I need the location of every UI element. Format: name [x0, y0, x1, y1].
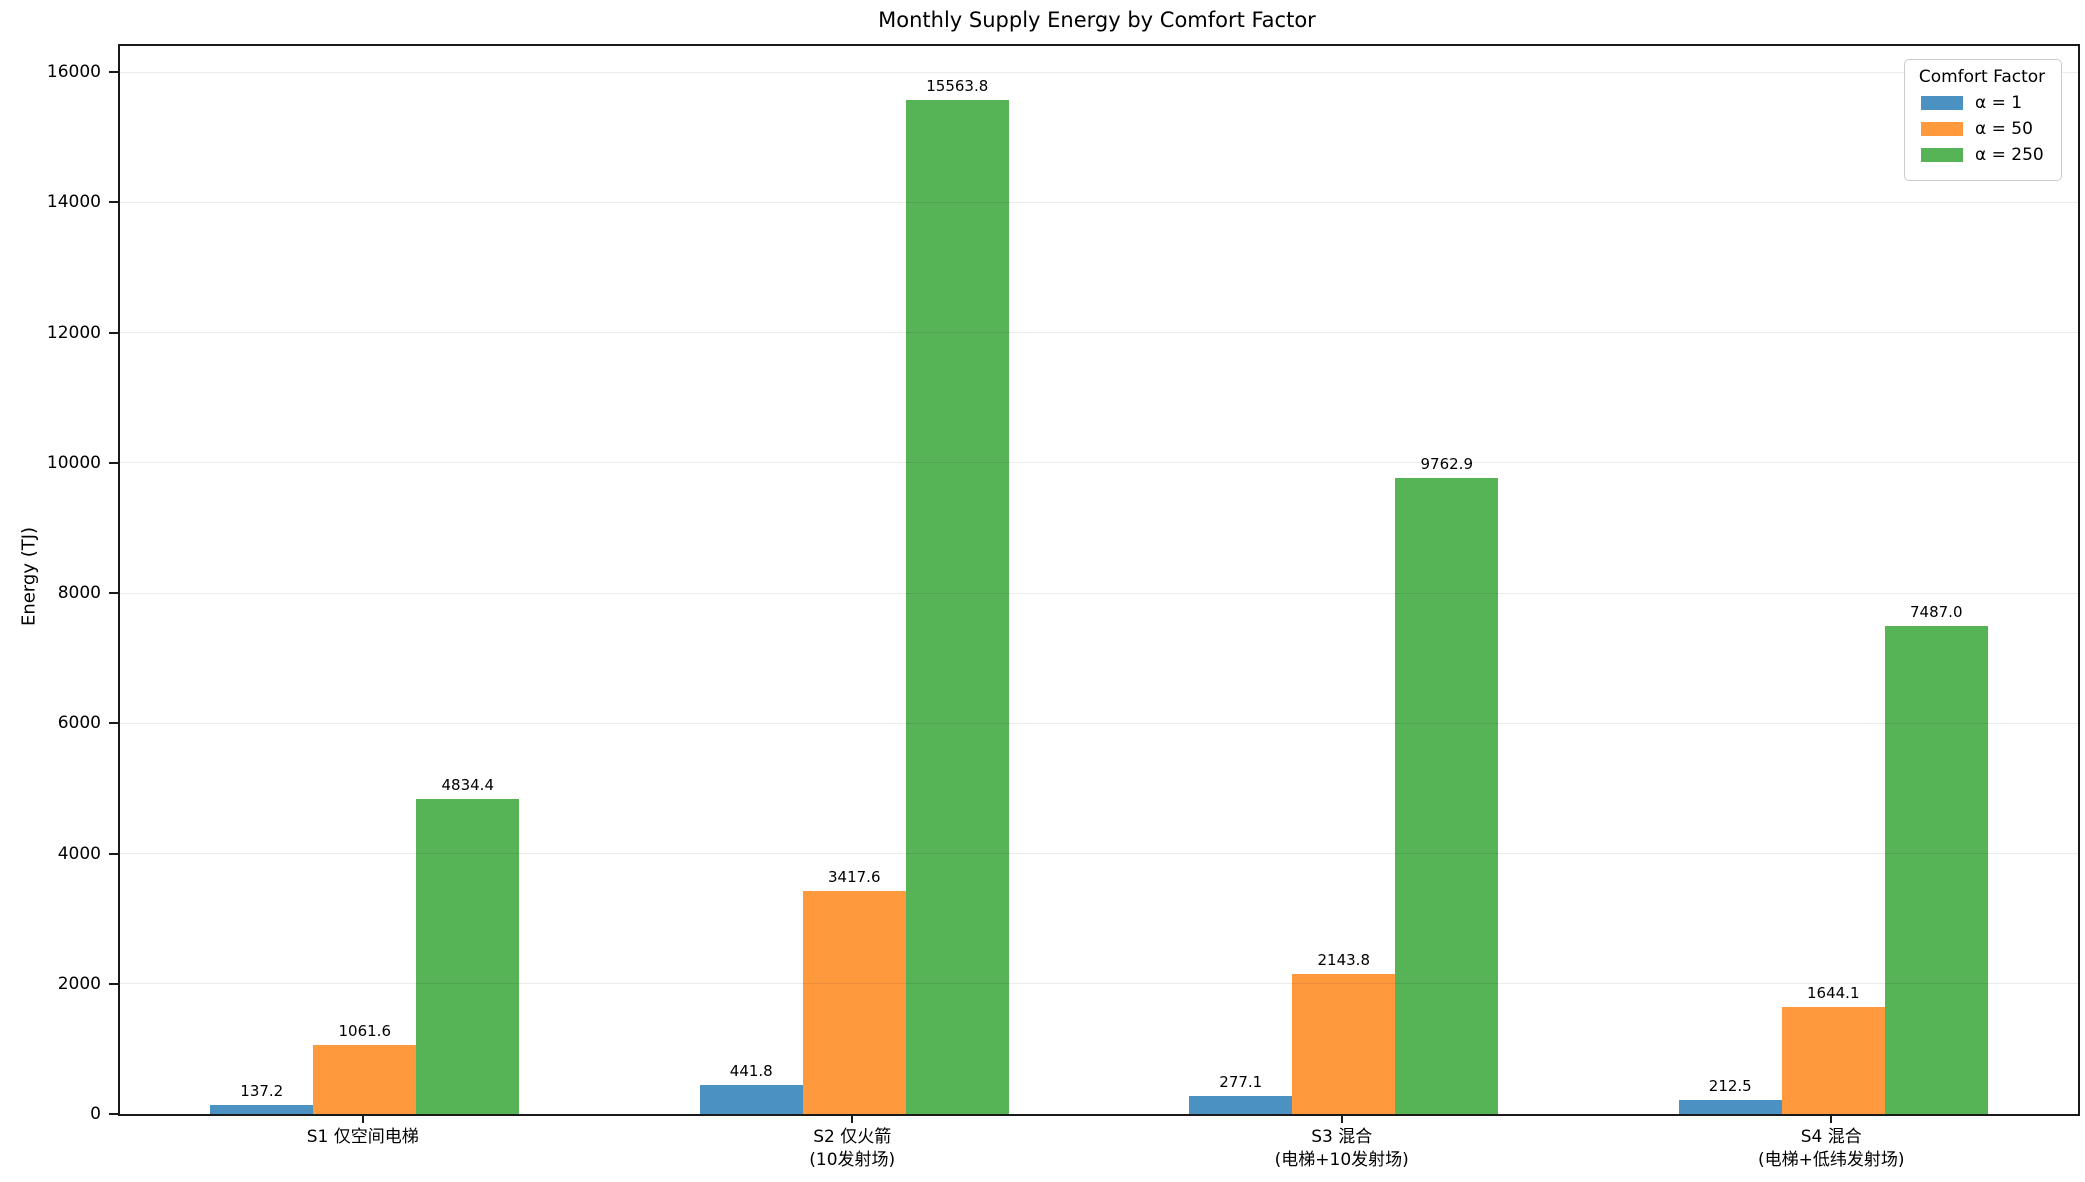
bar-value-label: 3417.6 — [828, 868, 881, 887]
y-axis-label: Energy (TJ) — [18, 526, 40, 627]
y-tick-label: 10000 — [46, 452, 101, 473]
legend-label: α = 50 — [1975, 119, 2033, 139]
gridline-y-8000 — [120, 592, 2078, 594]
y-tick-mark — [109, 331, 118, 334]
y-tick-label: 6000 — [57, 713, 101, 734]
gridline-y-14000 — [120, 201, 2078, 203]
x-tick-label-1: S1 仅空间电梯 — [306, 1127, 419, 1147]
gridline-y-10000 — [120, 462, 2078, 464]
bar-α=250-cat3 — [1395, 478, 1499, 1114]
legend-items: α = 1 α = 50 α = 250 — [1915, 93, 2049, 165]
y-tick-mark — [109, 1113, 118, 1115]
x-tick-mark — [1340, 1114, 1343, 1123]
y-tick-label: 4000 — [57, 843, 101, 864]
y-tick-mark — [109, 722, 118, 725]
y-tick-label: 2000 — [57, 973, 101, 994]
gridline-y-6000 — [120, 722, 2078, 724]
y-tick-label: 0 — [90, 1104, 101, 1124]
y-tick-label: 16000 — [46, 62, 101, 83]
x-tick-label-2: S2 仅火箭 (10发射场) — [809, 1127, 896, 1170]
chart-title: Monthly Supply Energy by Comfort Factor — [878, 8, 1316, 32]
legend-swatch-icon — [1921, 122, 1963, 136]
legend-label: α = 1 — [1975, 93, 2023, 113]
bar-α=50-cat4 — [1781, 1006, 1885, 1114]
bar-value-label: 9762.9 — [1420, 455, 1474, 474]
y-tick-label: 12000 — [46, 322, 101, 343]
bar-value-label: 1644.1 — [1807, 983, 1860, 1002]
y-tick-mark — [109, 201, 118, 204]
legend-title: Comfort Factor — [1918, 67, 2046, 87]
bar-α=250-cat1 — [416, 799, 520, 1114]
bar-α=250-cat4 — [1884, 626, 1988, 1114]
bar-value-label: 2143.8 — [1317, 951, 1371, 970]
bar-value-label: 137.2 — [240, 1082, 284, 1101]
bar-α=50-cat2 — [802, 891, 906, 1114]
bar-value-label: 15563.8 — [926, 77, 989, 96]
bar-α=1-cat1 — [210, 1105, 314, 1114]
legend-item: α = 50 — [1921, 119, 2049, 139]
bar-value-label: 212.5 — [1708, 1077, 1752, 1096]
bar-value-label: 277.1 — [1219, 1072, 1263, 1091]
y-tick-mark — [109, 592, 118, 595]
y-tick-label: 8000 — [57, 583, 101, 604]
y-tick-mark — [109, 71, 118, 74]
legend-swatch-icon — [1921, 148, 1963, 162]
bar-α=1-cat3 — [1189, 1095, 1293, 1114]
x-tick-mark — [1830, 1114, 1833, 1123]
bar-α=50-cat3 — [1292, 974, 1396, 1114]
bar-α=1-cat4 — [1678, 1100, 1782, 1114]
bar-α=50-cat1 — [313, 1044, 417, 1114]
legend-swatch-icon — [1921, 96, 1963, 110]
x-tick-label-3: S3 混合 (电梯+10发射场) — [1274, 1127, 1409, 1170]
x-tick-label-4: S4 混合 (电梯+低纬发射场) — [1757, 1127, 1905, 1170]
gridline-y-12000 — [120, 332, 2078, 334]
y-tick-mark — [109, 982, 118, 985]
legend: Comfort Factor α = 1 α = 50 α = 250 — [1904, 59, 2062, 181]
bar-value-label: 4834.4 — [441, 776, 495, 795]
x-tick-mark — [361, 1114, 364, 1123]
gridline-y-16000 — [120, 71, 2078, 73]
legend-item: α = 1 — [1921, 93, 2049, 113]
bar-α=250-cat2 — [905, 100, 1009, 1114]
x-tick-mark — [851, 1114, 854, 1123]
legend-item: α = 250 — [1921, 145, 2049, 165]
y-tick-mark — [109, 852, 118, 855]
bar-value-label: 441.8 — [729, 1062, 773, 1081]
plot-area: 137.2 441.8 277.1 212.5 1061.6 3417.6 2143.8 16… — [118, 44, 2080, 1116]
y-tick-mark — [109, 461, 118, 464]
y-tick-label: 14000 — [46, 192, 101, 213]
gridline-y-2000 — [120, 983, 2078, 985]
legend-label: α = 250 — [1975, 145, 2044, 165]
bar-value-label: 1061.6 — [338, 1021, 392, 1040]
bar-value-label: 7487.0 — [1910, 603, 1963, 622]
gridline-y-4000 — [120, 853, 2078, 855]
bar-α=1-cat2 — [699, 1085, 803, 1114]
